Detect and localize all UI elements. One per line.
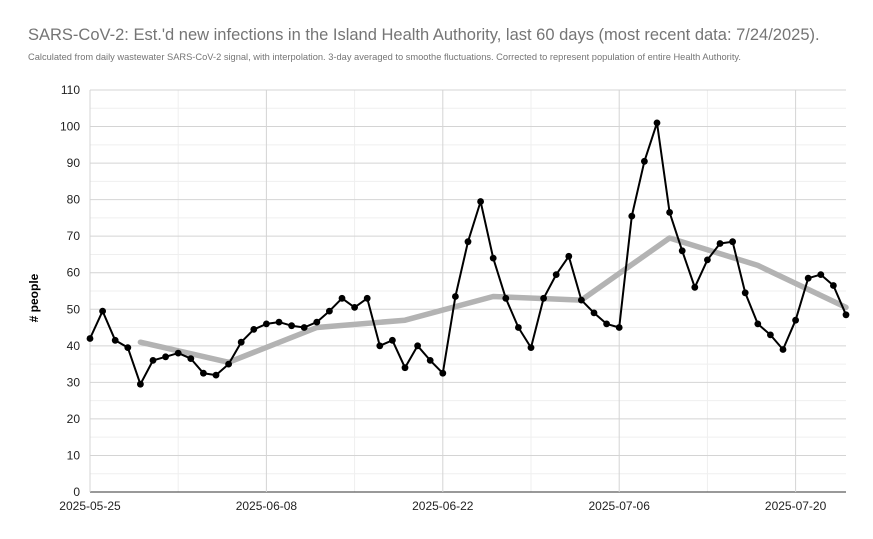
data-point — [225, 360, 233, 368]
data-point — [704, 256, 711, 264]
y-tick-label: 30 — [67, 375, 81, 389]
data-point — [426, 357, 434, 364]
y-tick-label: 110 — [61, 83, 80, 97]
data-point — [326, 307, 333, 315]
data-point — [502, 294, 510, 302]
data-point — [250, 326, 258, 333]
data-point — [666, 209, 673, 216]
data-point — [615, 324, 623, 331]
data-point — [641, 157, 648, 165]
data-point — [767, 331, 774, 339]
data-point — [414, 342, 421, 350]
data-point — [691, 283, 699, 291]
data-point — [174, 349, 182, 357]
series-line-2 — [137, 235, 849, 366]
data-point — [678, 247, 686, 255]
y-tick-label: 80 — [67, 193, 81, 207]
data-point — [300, 324, 308, 331]
data-point — [389, 336, 396, 344]
y-tick-label: 60 — [67, 266, 81, 280]
data-point — [149, 357, 157, 364]
y-tick-label: 100 — [60, 120, 80, 134]
data-point — [527, 344, 535, 351]
x-tick-label: 2025-06-08 — [236, 499, 298, 513]
x-tick-label: 2025-07-06 — [589, 499, 651, 513]
data-point — [351, 304, 358, 311]
data-point — [603, 320, 610, 328]
data-point — [363, 294, 371, 302]
data-point — [124, 344, 132, 351]
data-point — [162, 353, 170, 361]
data-point — [86, 335, 94, 342]
series-line-1 — [89, 121, 847, 386]
y-tick-label: 20 — [67, 412, 81, 426]
data-point — [653, 119, 661, 127]
data-point — [729, 238, 736, 246]
data-point — [376, 342, 384, 350]
data-point — [452, 293, 459, 300]
data-point — [565, 252, 573, 260]
data-point — [830, 282, 837, 289]
data-point — [754, 320, 762, 328]
y-tick-label: 10 — [67, 448, 81, 462]
data-point — [111, 336, 119, 344]
y-tick-label: 90 — [67, 156, 81, 170]
data-point — [628, 212, 636, 220]
data-point — [237, 338, 245, 346]
chart-title: SARS-CoV-2: Est.'d new infections in the… — [28, 26, 820, 44]
data-point — [716, 240, 724, 247]
data-point — [578, 296, 585, 304]
x-tick-label: 2025-07-20 — [765, 499, 827, 513]
data-point — [401, 364, 409, 372]
y-axis-label: # people — [27, 273, 41, 322]
data-point — [817, 271, 825, 278]
y-tick-label: 40 — [67, 339, 81, 353]
data-point — [792, 316, 799, 324]
data-point — [200, 369, 207, 377]
data-point — [515, 324, 522, 331]
y-tick-label: 70 — [67, 229, 81, 243]
data-point — [137, 380, 144, 388]
data-point — [99, 307, 106, 315]
data-point — [842, 311, 850, 319]
data-point — [590, 309, 598, 317]
data-point — [540, 294, 547, 302]
data-point — [338, 294, 346, 302]
x-tick-label: 2025-06-22 — [412, 499, 474, 513]
data-point — [263, 320, 270, 328]
x-tick-label: 2025-05-25 — [59, 499, 121, 513]
data-point — [779, 346, 787, 353]
data-point — [477, 198, 484, 205]
data-point — [804, 274, 812, 282]
y-tick-label: 0 — [73, 485, 80, 499]
data-point — [439, 369, 447, 377]
data-point — [741, 289, 749, 297]
data-point — [212, 371, 220, 379]
data-point — [464, 238, 472, 246]
data-point — [187, 355, 195, 362]
data-point — [552, 271, 560, 278]
data-point — [313, 318, 321, 326]
data-point — [489, 254, 497, 262]
y-tick-label: 50 — [67, 302, 81, 316]
data-point — [288, 322, 295, 330]
data-point — [275, 318, 283, 326]
chart-subtitle: Calculated from daily wastewater SARS-Co… — [28, 52, 741, 62]
